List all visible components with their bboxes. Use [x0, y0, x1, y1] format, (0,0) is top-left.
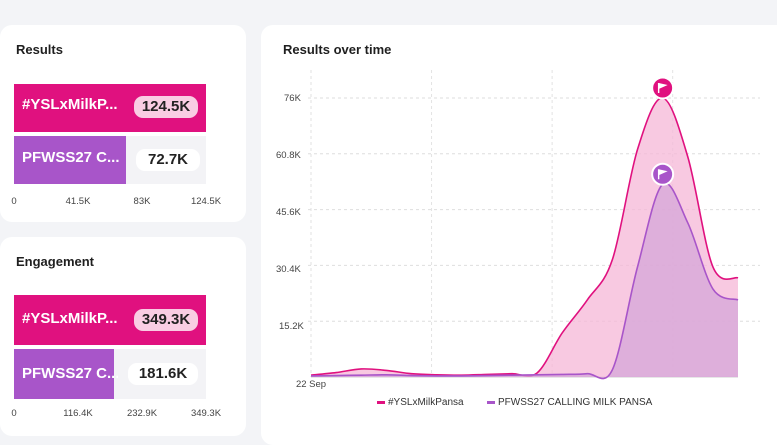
- results-bar-2[interactable]: [14, 136, 127, 184]
- engagement-tick-1: 116.4K: [63, 408, 93, 419]
- engagement-bar-value-1: 349.3K: [134, 309, 198, 331]
- engagement-bar-label-2: PFWSS27 C...: [22, 365, 118, 382]
- engagement-bar-2[interactable]: [14, 349, 114, 399]
- results-over-time-chart[interactable]: [0, 0, 777, 436]
- ytick-15-2k: 15.2K: [279, 321, 304, 332]
- results-title: Results: [16, 42, 63, 57]
- legend-label-1: #YSLxMilkPansa: [388, 397, 464, 408]
- legend-label-2: PFWSS27 CALLING MILK PANSA: [498, 397, 653, 408]
- results-over-time-title: Results over time: [283, 42, 392, 57]
- ytick-76k: 76K: [284, 93, 301, 104]
- ytick-45-6k: 45.6K: [276, 207, 301, 218]
- ytick-60-8k: 60.8K: [276, 150, 301, 161]
- flag-icon: [658, 169, 668, 176]
- legend-item-1[interactable]: #YSLxMilkPansa: [377, 397, 464, 408]
- engagement-tick-2: 232.9K: [126, 408, 158, 419]
- legend-swatch-1: [377, 400, 385, 404]
- results-tick-1: 41.5K: [65, 196, 91, 207]
- flag-icon: [658, 83, 668, 89]
- series-area-2: [311, 183, 738, 379]
- results-tick-2: 83K: [133, 196, 151, 207]
- engagement-bar-value-2: 181.6K: [128, 363, 198, 385]
- results-bar-value-1: 124.5K: [134, 96, 198, 118]
- results-tick-0: 0: [11, 196, 17, 207]
- results-bar-label-1: #YSLxMilkP...: [22, 96, 118, 113]
- engagement-title: Engagement: [16, 254, 95, 269]
- engagement-tick-0: 0: [11, 408, 17, 419]
- peak-marker-2: [651, 162, 675, 186]
- series-line-1: [310, 97, 739, 377]
- results-bar-value-2: 72.7K: [136, 149, 200, 171]
- xtick-22-sep: 22 Sep: [295, 379, 327, 390]
- legend-swatch-2: [487, 400, 495, 404]
- ytick-30-4k: 30.4K: [276, 264, 301, 275]
- results-tick-3: 124.5K: [190, 196, 222, 207]
- engagement-card: Engagement #YSLxMilkP... 349.3K PFWSS27 …: [0, 237, 246, 436]
- results-card: Results #YSLxMilkP... 124.5K PFWSS27 C..…: [0, 25, 246, 222]
- engagement-tick-3: 349.3K: [190, 408, 222, 419]
- legend-item-2[interactable]: PFWSS27 CALLING MILK PANSA: [487, 397, 652, 408]
- results-bar-label-2: PFWSS27 C...: [22, 149, 120, 166]
- engagement-bar-label-1: #YSLxMilkP...: [22, 310, 118, 327]
- peak-marker-1: [651, 76, 675, 100]
